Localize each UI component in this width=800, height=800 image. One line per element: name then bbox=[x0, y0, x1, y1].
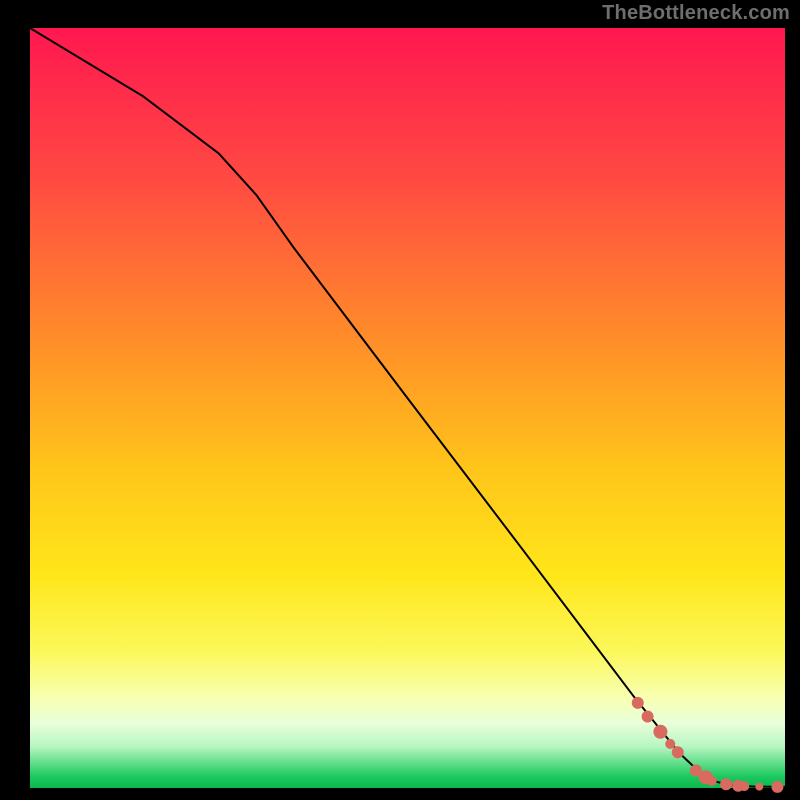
data-point bbox=[653, 725, 667, 739]
data-point bbox=[707, 776, 717, 786]
data-point bbox=[771, 781, 783, 793]
data-point bbox=[642, 711, 654, 723]
data-point bbox=[720, 778, 732, 790]
data-point bbox=[665, 739, 675, 749]
chart-svg bbox=[0, 0, 800, 800]
data-point bbox=[739, 781, 749, 791]
data-point bbox=[632, 697, 644, 709]
plot-background bbox=[30, 28, 785, 788]
chart-container: TheBottleneck.com bbox=[0, 0, 800, 800]
data-point bbox=[672, 746, 684, 758]
data-point bbox=[755, 783, 763, 791]
